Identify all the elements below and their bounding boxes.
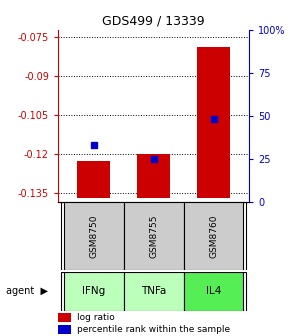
Bar [184, 272, 243, 311]
Text: IFNg: IFNg [82, 287, 106, 296]
Bar [77, 161, 110, 198]
Bar [124, 272, 184, 311]
Bar [184, 202, 243, 270]
Bar [58, 313, 71, 322]
Text: log ratio: log ratio [77, 313, 115, 322]
Text: percentile rank within the sample: percentile rank within the sample [77, 325, 230, 334]
Bar [64, 272, 124, 311]
Text: GSM8755: GSM8755 [149, 214, 158, 258]
Bar [58, 325, 71, 334]
Bar [197, 47, 230, 198]
Bar [64, 202, 124, 270]
Bar [137, 154, 170, 198]
Text: GSM8760: GSM8760 [209, 214, 218, 258]
Bar [124, 202, 184, 270]
Text: agent  ▶: agent ▶ [6, 287, 48, 296]
Title: GDS499 / 13339: GDS499 / 13339 [102, 15, 205, 28]
Text: GSM8750: GSM8750 [89, 214, 98, 258]
Text: IL4: IL4 [206, 287, 221, 296]
Text: TNFa: TNFa [141, 287, 166, 296]
